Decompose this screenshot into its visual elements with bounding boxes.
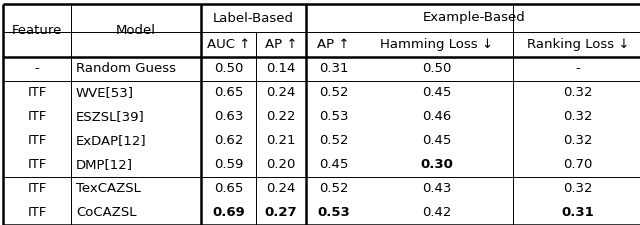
Text: 0.52: 0.52 (319, 86, 348, 99)
Text: 0.46: 0.46 (422, 110, 452, 124)
Text: 0.65: 0.65 (214, 86, 243, 99)
Text: 0.65: 0.65 (214, 182, 243, 196)
Text: AP ↑: AP ↑ (317, 38, 349, 51)
Text: ITF: ITF (28, 110, 47, 124)
Text: AUC ↑: AUC ↑ (207, 38, 250, 51)
Text: 0.43: 0.43 (422, 182, 452, 196)
Text: 0.32: 0.32 (563, 135, 593, 148)
Text: 0.32: 0.32 (563, 86, 593, 99)
Text: CoCAZSL: CoCAZSL (76, 207, 136, 220)
Text: 0.21: 0.21 (266, 135, 296, 148)
Text: 0.59: 0.59 (214, 158, 243, 171)
Text: 0.53: 0.53 (317, 207, 350, 220)
Text: 0.53: 0.53 (319, 110, 348, 124)
Text: 0.50: 0.50 (422, 63, 452, 76)
Text: ESZSL[39]: ESZSL[39] (76, 110, 145, 124)
Text: 0.24: 0.24 (266, 182, 296, 196)
Text: ITF: ITF (28, 207, 47, 220)
Text: 0.14: 0.14 (266, 63, 296, 76)
Text: 0.52: 0.52 (319, 182, 348, 196)
Text: Ranking Loss ↓: Ranking Loss ↓ (527, 38, 629, 51)
Text: 0.45: 0.45 (422, 135, 452, 148)
Text: 0.63: 0.63 (214, 110, 243, 124)
Text: 0.62: 0.62 (214, 135, 243, 148)
Text: 0.45: 0.45 (319, 158, 348, 171)
Text: DMP[12]: DMP[12] (76, 158, 133, 171)
Text: 0.42: 0.42 (422, 207, 452, 220)
Text: Random Guess: Random Guess (76, 63, 176, 76)
Text: -: - (35, 63, 40, 76)
Text: 0.32: 0.32 (563, 182, 593, 196)
Text: 0.45: 0.45 (422, 86, 452, 99)
Text: 0.31: 0.31 (319, 63, 348, 76)
Text: AP ↑: AP ↑ (265, 38, 297, 51)
Text: 0.30: 0.30 (420, 158, 453, 171)
Text: TexCAZSL: TexCAZSL (76, 182, 141, 196)
Text: Model: Model (116, 24, 156, 37)
Text: 0.32: 0.32 (563, 110, 593, 124)
Text: ITF: ITF (28, 86, 47, 99)
Text: 0.20: 0.20 (266, 158, 296, 171)
Text: 0.52: 0.52 (319, 135, 348, 148)
Text: Label-Based: Label-Based (213, 11, 294, 25)
Text: 0.22: 0.22 (266, 110, 296, 124)
Text: Hamming Loss ↓: Hamming Loss ↓ (381, 38, 493, 51)
Text: 0.70: 0.70 (563, 158, 593, 171)
Text: ITF: ITF (28, 158, 47, 171)
Text: Example-Based: Example-Based (423, 11, 526, 25)
Text: 0.27: 0.27 (265, 207, 298, 220)
Text: 0.24: 0.24 (266, 86, 296, 99)
Text: 0.69: 0.69 (212, 207, 245, 220)
Text: ITF: ITF (28, 135, 47, 148)
Text: WVE[53]: WVE[53] (76, 86, 134, 99)
Text: ExDAP[12]: ExDAP[12] (76, 135, 147, 148)
Text: 0.31: 0.31 (562, 207, 595, 220)
Text: Feature: Feature (12, 24, 62, 37)
Text: ITF: ITF (28, 182, 47, 196)
Text: -: - (575, 63, 580, 76)
Text: 0.50: 0.50 (214, 63, 243, 76)
